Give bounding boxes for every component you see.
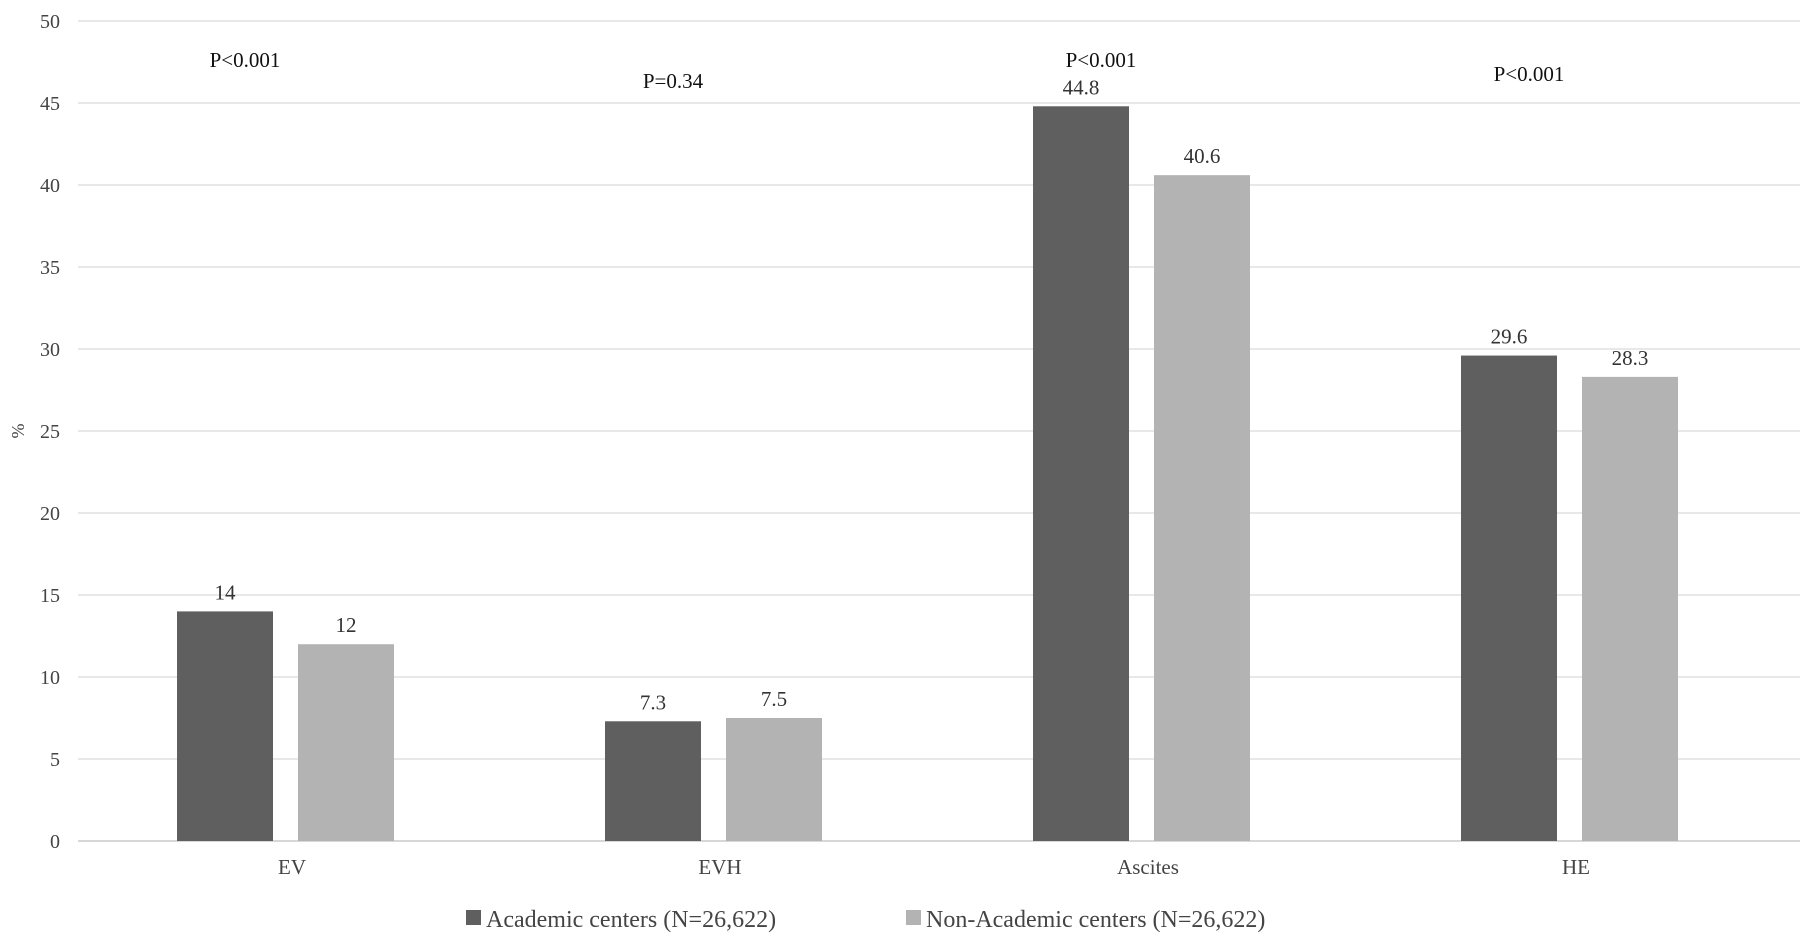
legend-swatch bbox=[906, 910, 921, 925]
y-axis-ticks: 0 5 10 15 20 25 30 35 40 45 50 bbox=[40, 11, 60, 853]
p-value-annotation: P<0.001 bbox=[210, 48, 281, 72]
legend-label: Academic centers (N=26,622) bbox=[486, 907, 776, 933]
p-value-annotation: P<0.001 bbox=[1494, 62, 1565, 86]
bar-non-academic-he bbox=[1582, 376, 1678, 841]
x-category-label: Ascites bbox=[1117, 855, 1179, 879]
p-value-annotations: P<0.001 P=0.34 P<0.001 P<0.001 bbox=[210, 48, 1565, 93]
bar-academic-he bbox=[1461, 355, 1557, 841]
data-label: 28.3 bbox=[1612, 346, 1649, 370]
data-label: 7.5 bbox=[761, 687, 787, 711]
bar-non-academic-ascites bbox=[1154, 175, 1250, 841]
bar-academic-ev bbox=[177, 611, 273, 841]
y-axis-label: % bbox=[8, 424, 28, 439]
y-tick-label: 35 bbox=[40, 257, 60, 279]
y-tick-label: 15 bbox=[40, 585, 60, 607]
p-value-annotation: P<0.001 bbox=[1066, 48, 1137, 72]
data-label: 12 bbox=[336, 613, 357, 637]
data-label: 14 bbox=[215, 580, 237, 604]
legend: Academic centers (N=26,622) Non-Academic … bbox=[466, 907, 1265, 933]
y-tick-label: 5 bbox=[50, 749, 60, 771]
y-tick-label: 0 bbox=[50, 831, 60, 853]
bar-academic-ascites bbox=[1033, 106, 1129, 841]
y-tick-label: 50 bbox=[40, 11, 60, 33]
y-tick-label: 25 bbox=[40, 421, 60, 443]
legend-label: Non-Academic centers (N=26,622) bbox=[926, 907, 1265, 933]
data-labels: 14 7.3 44.8 29.6 12 7.5 40.6 28.3 bbox=[215, 75, 1649, 714]
x-category-label: EV bbox=[278, 855, 306, 879]
bars bbox=[177, 106, 1678, 841]
p-value-annotation: P=0.34 bbox=[643, 69, 704, 93]
y-tick-label: 40 bbox=[40, 175, 60, 197]
data-label: 7.3 bbox=[640, 690, 666, 714]
bar-non-academic-ev bbox=[298, 644, 394, 841]
y-tick-label: 30 bbox=[40, 339, 60, 361]
x-category-label: HE bbox=[1562, 855, 1590, 879]
bar-non-academic-evh bbox=[726, 718, 822, 841]
data-label: 40.6 bbox=[1184, 144, 1221, 168]
data-label: 44.8 bbox=[1063, 75, 1100, 99]
x-category-label: EVH bbox=[698, 855, 741, 879]
legend-swatch bbox=[466, 910, 481, 925]
x-axis-categories: EV EVH Ascites HE bbox=[278, 855, 1590, 879]
y-tick-label: 20 bbox=[40, 503, 60, 525]
data-label: 29.6 bbox=[1491, 325, 1528, 349]
y-tick-label: 45 bbox=[40, 93, 60, 115]
y-tick-label: 10 bbox=[40, 667, 60, 689]
bar-academic-evh bbox=[605, 721, 701, 841]
